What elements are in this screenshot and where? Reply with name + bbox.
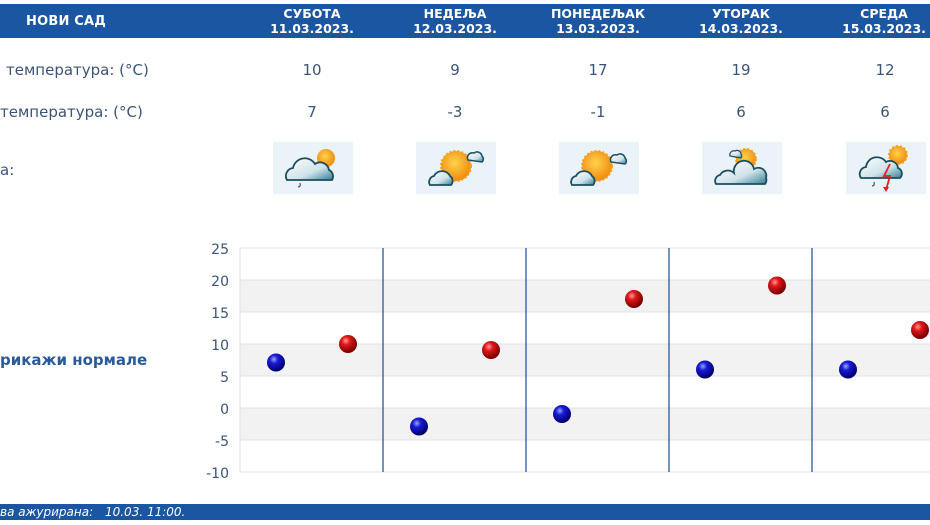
day-date: 13.03.2023. bbox=[556, 21, 640, 36]
min-temp-day-2: -3 bbox=[447, 103, 463, 121]
min-temp-day-3: -1 bbox=[590, 103, 606, 121]
min-marker[interactable] bbox=[553, 405, 571, 423]
max-temp-day-4: 19 bbox=[731, 61, 751, 79]
y-tick: -5 bbox=[215, 434, 229, 450]
max-temp-day-2: 9 bbox=[450, 61, 460, 79]
max-temp-label: температура: (°C) bbox=[6, 61, 149, 79]
weather-label: а: bbox=[0, 161, 15, 179]
min-marker[interactable] bbox=[267, 353, 285, 372]
min-temp-day-4: 6 bbox=[736, 103, 746, 121]
day-header-1: СУБОТА 11.03.2023. bbox=[247, 6, 377, 36]
max-marker[interactable] bbox=[768, 276, 786, 295]
city-name: НОВИ САД bbox=[26, 14, 107, 29]
y-tick: 15 bbox=[211, 306, 229, 322]
cloudy-sun-light-rain-icon bbox=[273, 142, 353, 194]
max-temp-day-3: 17 bbox=[588, 61, 608, 79]
day-header-2: НЕДЕЉА 12.03.2023. bbox=[390, 6, 520, 36]
update-footer: ва ажурирана: 10.03. 11:00. bbox=[0, 504, 930, 520]
thunderstorm-rain-icon bbox=[846, 142, 926, 194]
chart-svg: 25 20 15 10 5 0 -5 -10 bbox=[206, 242, 930, 482]
forecast-header: НОВИ САД СУБОТА 11.03.2023. НЕДЕЉА 12.03… bbox=[0, 4, 930, 38]
sun-cloud-icon bbox=[559, 142, 639, 194]
y-tick: 20 bbox=[211, 274, 229, 290]
min-temp-label: температура: (°C) bbox=[0, 103, 143, 121]
y-tick: 25 bbox=[211, 242, 229, 258]
y-tick: 5 bbox=[220, 370, 229, 386]
day-header-4: УТОРАК 14.03.2023. bbox=[676, 6, 806, 36]
day-name: СРЕДА bbox=[860, 6, 908, 21]
day-name: СУБОТА bbox=[283, 6, 341, 21]
day-date: 12.03.2023. bbox=[413, 21, 497, 36]
day-header-3: ПОНЕДЕЉАК 13.03.2023. bbox=[533, 6, 663, 36]
partly-cloudy-icon bbox=[702, 142, 782, 194]
day-date: 15.03.2023. bbox=[842, 21, 926, 36]
temperature-chart: 25 20 15 10 5 0 -5 -10 bbox=[200, 240, 930, 482]
day-name: НЕДЕЉА bbox=[423, 6, 487, 21]
updated-value: 10.03. 11:00. bbox=[104, 505, 186, 519]
sun-cloud-icon bbox=[416, 142, 496, 194]
max-temp-day-1: 10 bbox=[302, 61, 322, 79]
min-temp-series bbox=[267, 353, 857, 436]
min-marker[interactable] bbox=[696, 360, 714, 379]
day-header-5: СРЕДА 15.03.2023. bbox=[819, 6, 930, 36]
min-temp-day-5: 6 bbox=[880, 103, 890, 121]
y-tick: 0 bbox=[220, 402, 229, 418]
updated-label: ва ажурирана: bbox=[0, 505, 94, 519]
day-name: ПОНЕДЕЉАК bbox=[550, 6, 646, 21]
y-tick: 10 bbox=[211, 338, 229, 354]
show-normals-link[interactable]: рикажи нормале bbox=[0, 351, 148, 369]
max-temp-day-5: 12 bbox=[875, 61, 895, 79]
day-date: 14.03.2023. bbox=[699, 21, 783, 36]
min-marker[interactable] bbox=[839, 360, 857, 379]
max-marker[interactable] bbox=[625, 290, 643, 308]
max-temp-series bbox=[339, 276, 929, 359]
y-tick: -10 bbox=[206, 466, 229, 480]
max-marker[interactable] bbox=[482, 341, 500, 359]
min-temp-day-1: 7 bbox=[307, 103, 317, 121]
day-date: 11.03.2023. bbox=[270, 21, 354, 36]
min-marker[interactable] bbox=[410, 417, 428, 436]
max-marker[interactable] bbox=[339, 335, 357, 353]
max-marker[interactable] bbox=[911, 321, 929, 339]
day-name: УТОРАК bbox=[712, 6, 770, 21]
